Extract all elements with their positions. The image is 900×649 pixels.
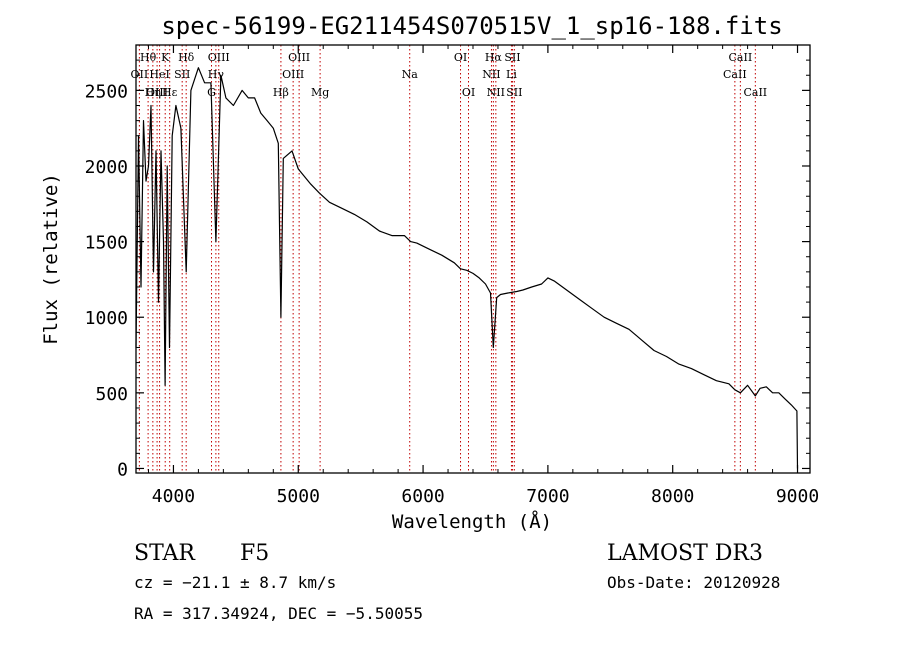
- object-type: STAR: [134, 541, 196, 566]
- marker-label-17: OI: [454, 51, 467, 64]
- x-tick-label-3: 7000: [526, 486, 569, 507]
- marker-label-5: K: [161, 51, 170, 64]
- marker-label-25: CaII: [729, 51, 753, 64]
- x-tick-label-0: 4000: [152, 486, 195, 507]
- marker-label-21: NII: [487, 86, 505, 99]
- spectral-subclass: F5: [240, 541, 269, 566]
- marker-label-14: Hβ: [273, 86, 289, 99]
- y-tick-label-5: 2500: [85, 81, 128, 102]
- y-tick-label-2: 1000: [85, 308, 128, 329]
- y-axis-label: Flux (relative): [40, 173, 62, 345]
- marker-label-13: OIII: [282, 68, 304, 81]
- marker-label-26: CaII: [723, 68, 747, 81]
- marker-label-8: Hδ: [178, 51, 195, 64]
- x-tick-label-5: 9000: [776, 486, 819, 507]
- marker-label-4: HeI: [149, 68, 169, 81]
- marker-label-18: OI: [462, 86, 475, 99]
- survey-name: LAMOST DR3: [607, 541, 763, 566]
- y-axis: 0 500 1000 1500 2000 2500: [85, 59, 810, 480]
- marker-label-2: OIII: [146, 86, 168, 99]
- marker-label-15: Mg: [311, 86, 329, 99]
- marker-label-1: OII: [131, 68, 149, 81]
- x-axis: 4000 5000 6000 7000 8000 9000: [147, 45, 819, 507]
- x-tick-label-4: 8000: [651, 486, 694, 507]
- sky-coordinates: RA = 317.34924, DEC = −5.50055: [134, 604, 423, 623]
- chart-title: spec-56199-EG211454S070515V_1_sp16-188.f…: [161, 12, 782, 40]
- marker-label-16: Na: [402, 68, 419, 81]
- y-tick-label-3: 1500: [85, 233, 128, 254]
- emission-line-markers: [138, 45, 756, 473]
- marker-label-7: Hε: [162, 86, 178, 99]
- marker-label-12: OIII: [288, 51, 310, 64]
- marker-label-22: SII: [504, 51, 520, 64]
- plot-frame: [135, 44, 811, 474]
- marker-label-23: Li: [506, 68, 517, 81]
- marker-label-27: CaII: [743, 86, 767, 99]
- observation-date: Obs-Date: 20120928: [607, 573, 780, 592]
- x-tick-label-2: 6000: [401, 486, 444, 507]
- marker-label-20: NII: [482, 68, 500, 81]
- x-axis-label: Wavelength (Å): [392, 510, 552, 533]
- x-tick-label-1: 5000: [277, 486, 320, 507]
- marker-label-24: SII: [506, 86, 522, 99]
- marker-label-19: Hα: [485, 51, 503, 64]
- y-tick-label-1: 500: [95, 384, 128, 405]
- redshift-velocity: cz = −21.1 ± 8.7 km/s: [134, 573, 336, 592]
- y-tick-label-4: 2000: [85, 157, 128, 178]
- marker-label-9: OIII: [208, 51, 230, 64]
- marker-label-6: SII: [174, 68, 190, 81]
- y-tick-label-0: 0: [117, 459, 128, 480]
- spectrum-line: [135, 67, 799, 469]
- marker-label-3: Hη: [145, 86, 161, 99]
- marker-label-0: Hθ: [140, 51, 157, 64]
